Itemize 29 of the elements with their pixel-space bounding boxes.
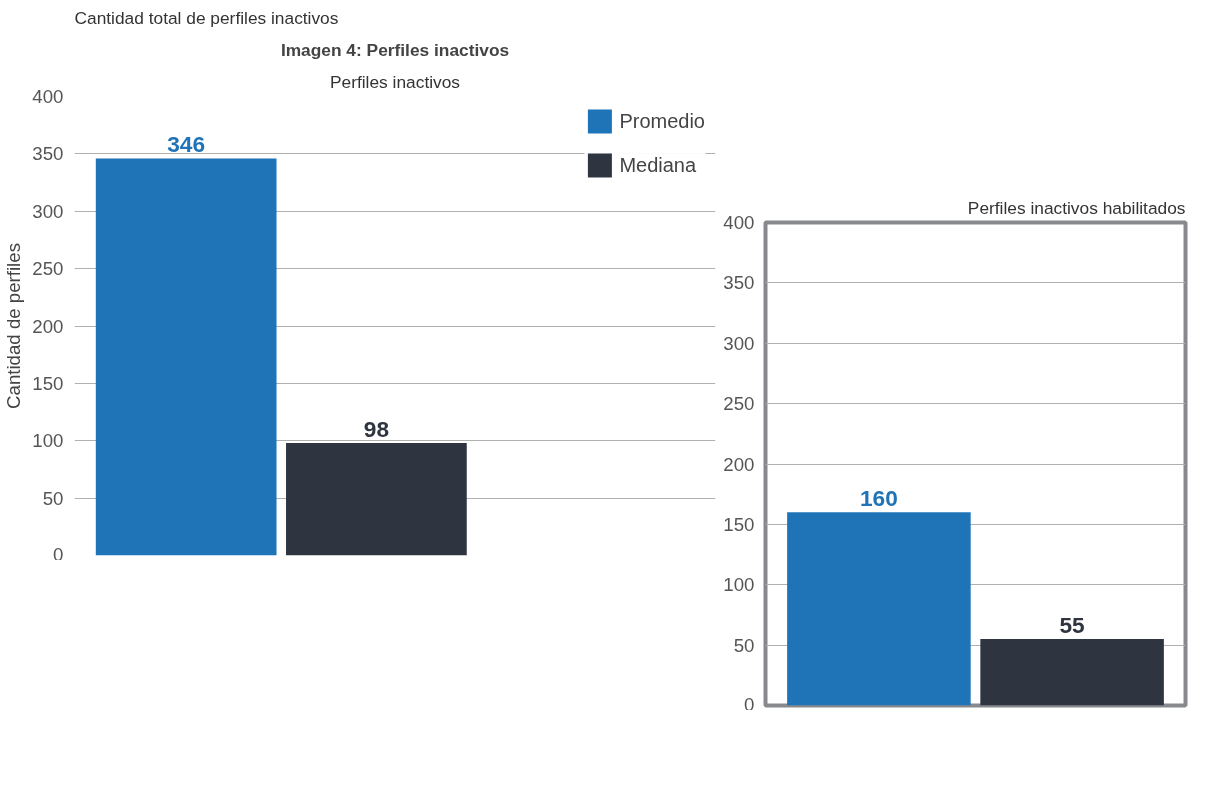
data-label: 55	[1059, 612, 1085, 639]
y-tick-label: 0	[53, 543, 64, 565]
y-tick-label: 250	[32, 258, 64, 280]
y-tick-label: 300	[723, 332, 755, 354]
y-tick-label: 100	[723, 574, 755, 596]
y-tick-label: 300	[32, 200, 64, 222]
y-tick-label: 350	[32, 143, 64, 165]
legend-label: Mediana	[619, 153, 697, 177]
data-label: 346	[167, 131, 206, 158]
chart-subtitle: Perfiles inactivos	[329, 71, 461, 92]
y-tick-label: 150	[723, 513, 755, 535]
y-tick-label: 100	[32, 430, 64, 452]
y-tick-label: 250	[723, 393, 755, 415]
data-label: 98	[363, 416, 389, 443]
y-tick-label: 200	[32, 315, 64, 337]
chart-title: Perfiles inactivos habilitados	[967, 197, 1186, 218]
y-tick-label: 400	[32, 86, 64, 107]
y-axis-title: Cantidad de perfiles	[3, 243, 25, 409]
y-tick-label: 200	[723, 453, 755, 475]
text: Cantidad total de perfiles inactivos	[74, 7, 339, 28]
legend-label: Promedio	[619, 109, 705, 133]
y-tick-label: 0	[744, 693, 755, 715]
y-tick-label: 400	[723, 212, 755, 233]
y-tick-label: 350	[723, 272, 755, 294]
y-tick-label: 150	[32, 372, 64, 394]
y-tick-label: 50	[42, 487, 64, 509]
data-label: 160	[860, 485, 898, 512]
y-tick-label: 50	[733, 634, 755, 656]
chart-title: Imagen 4: Perfiles inactivos	[280, 39, 510, 60]
